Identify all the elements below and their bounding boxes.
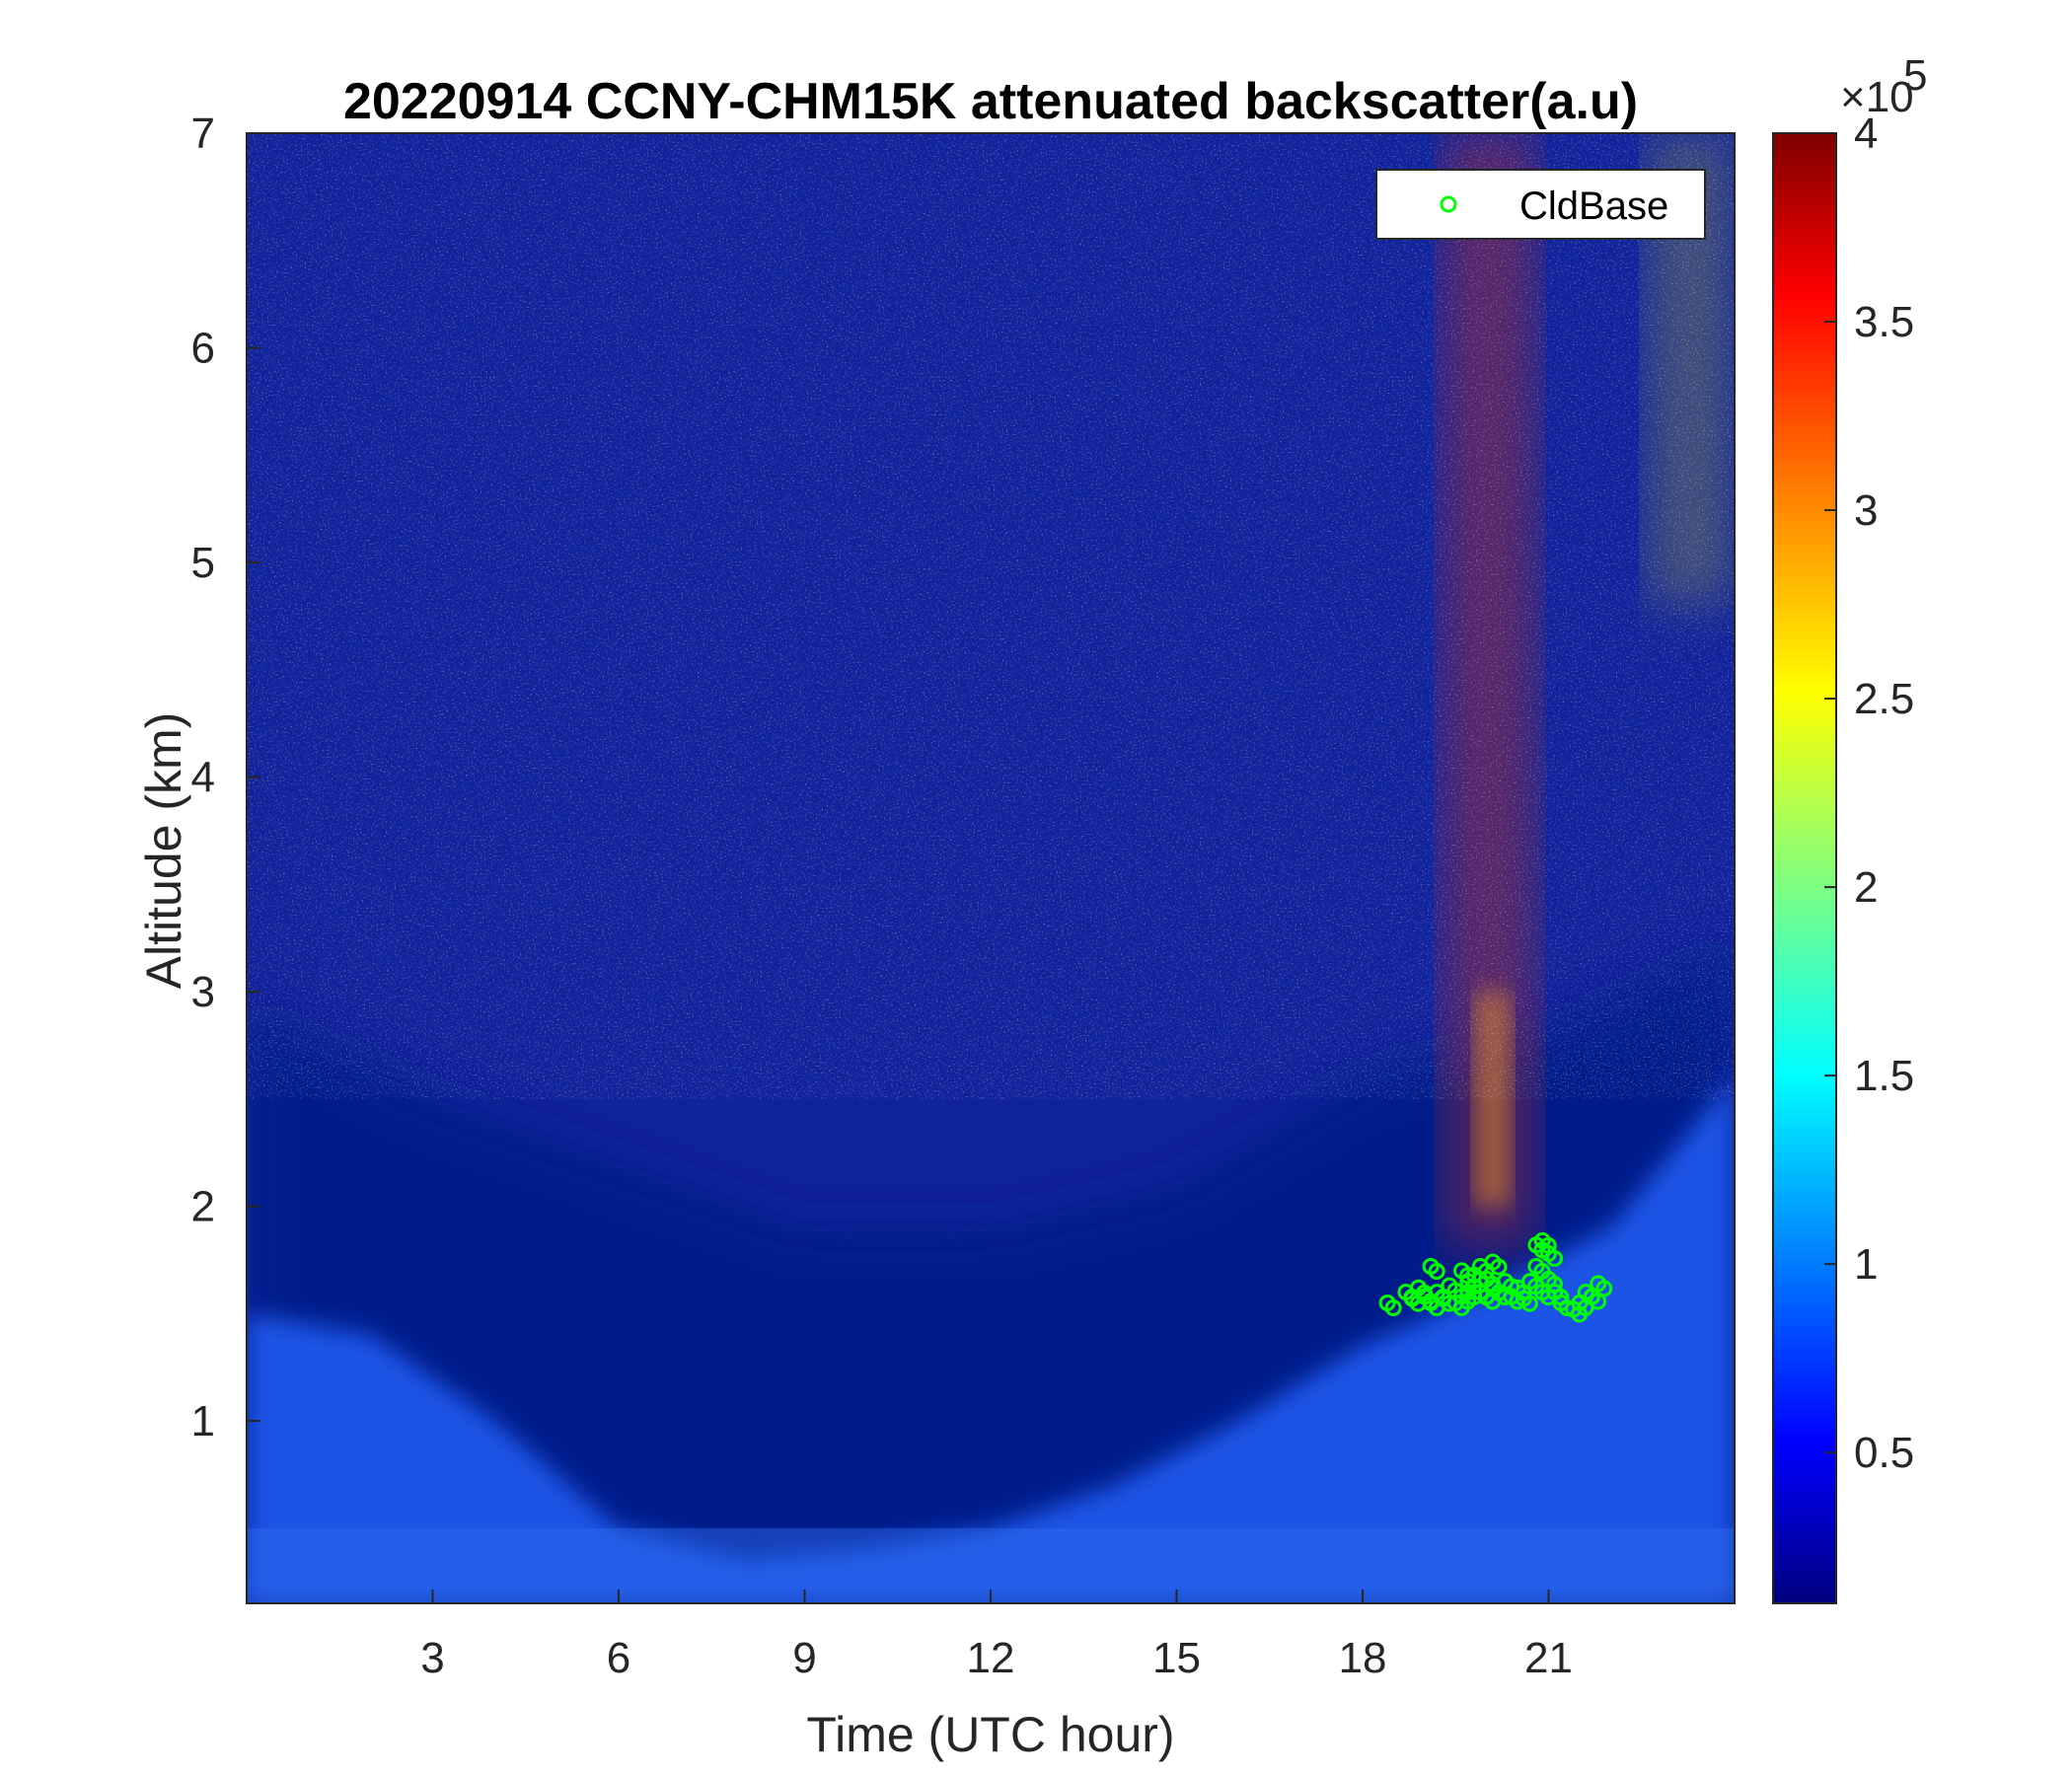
cldbase-point [1490, 1258, 1508, 1276]
x-tick-label: 21 [1524, 1634, 1573, 1682]
legend-box [1375, 169, 1706, 240]
cldbase-point [1595, 1280, 1613, 1297]
y-tick-label: 1 [191, 1397, 215, 1445]
colorbar-tick-label: 0.5 [1854, 1429, 1914, 1477]
noise-speckle [247, 133, 1735, 1099]
x-axis: 3 6 9 12 15 18 21 [420, 1590, 1573, 1682]
colorbar-tick-label: 3.5 [1854, 298, 1914, 346]
colorbar-tick-label: 2 [1854, 863, 1878, 912]
colorbar-tick-label: 4 [1854, 110, 1878, 158]
x-tick-label: 12 [967, 1634, 1015, 1682]
cldbase-point [1428, 1262, 1445, 1280]
colorbar-tick-label: 3 [1854, 486, 1878, 535]
colorbar-gradient [1772, 132, 1837, 1604]
cldbase-point [1546, 1276, 1563, 1294]
x-tick-label: 9 [792, 1634, 816, 1682]
y-axis: 1 2 3 4 5 6 7 [191, 110, 260, 1445]
x-tick-label: 3 [420, 1634, 444, 1682]
x-axis-label: Time (UTC hour) [806, 1707, 1174, 1762]
y-tick-label: 6 [191, 325, 215, 373]
colorbar-exponent: 5 [1903, 51, 1927, 100]
colorbar-tick-label: 1 [1854, 1240, 1878, 1289]
cldbase-point [1384, 1298, 1402, 1316]
boundary-layer [247, 1077, 1735, 1603]
y-axis-label: Altitude (km) [136, 712, 191, 990]
y-tick-label: 2 [191, 1183, 215, 1231]
colorbar-tick-label: 1.5 [1854, 1052, 1914, 1100]
y-tick-label: 7 [191, 110, 215, 158]
chart-title: 20220914 CCNY-CHM15K attenuated backscat… [343, 73, 1638, 130]
y-tick-label: 3 [191, 968, 215, 1016]
x-tick-label: 6 [607, 1634, 630, 1682]
colorbar-exponent-label: ×10 [1840, 73, 1914, 121]
x-tick-label: 15 [1152, 1634, 1201, 1682]
cldbase-point [1539, 1236, 1557, 1254]
cldbase-scatter [1378, 1231, 1613, 1323]
cldbase-point [1589, 1293, 1606, 1310]
y-tick-label: 5 [191, 539, 215, 587]
cldbase-point [1520, 1295, 1538, 1312]
cldbase-point [1503, 1278, 1520, 1295]
y-tick-label: 4 [191, 754, 215, 802]
legend-label: CldBase [1519, 185, 1668, 228]
colorbar-tick-label: 2.5 [1854, 675, 1914, 723]
colorbar: 0.5 1 1.5 2 2.5 3 3.5 4×105 [1772, 51, 1927, 1604]
plot-area [247, 133, 1735, 1603]
legend-marker [1440, 195, 1457, 213]
legend: CldBase [1375, 169, 1706, 240]
x-tick-label: 18 [1339, 1634, 1387, 1682]
cldbase-point [1546, 1249, 1563, 1267]
